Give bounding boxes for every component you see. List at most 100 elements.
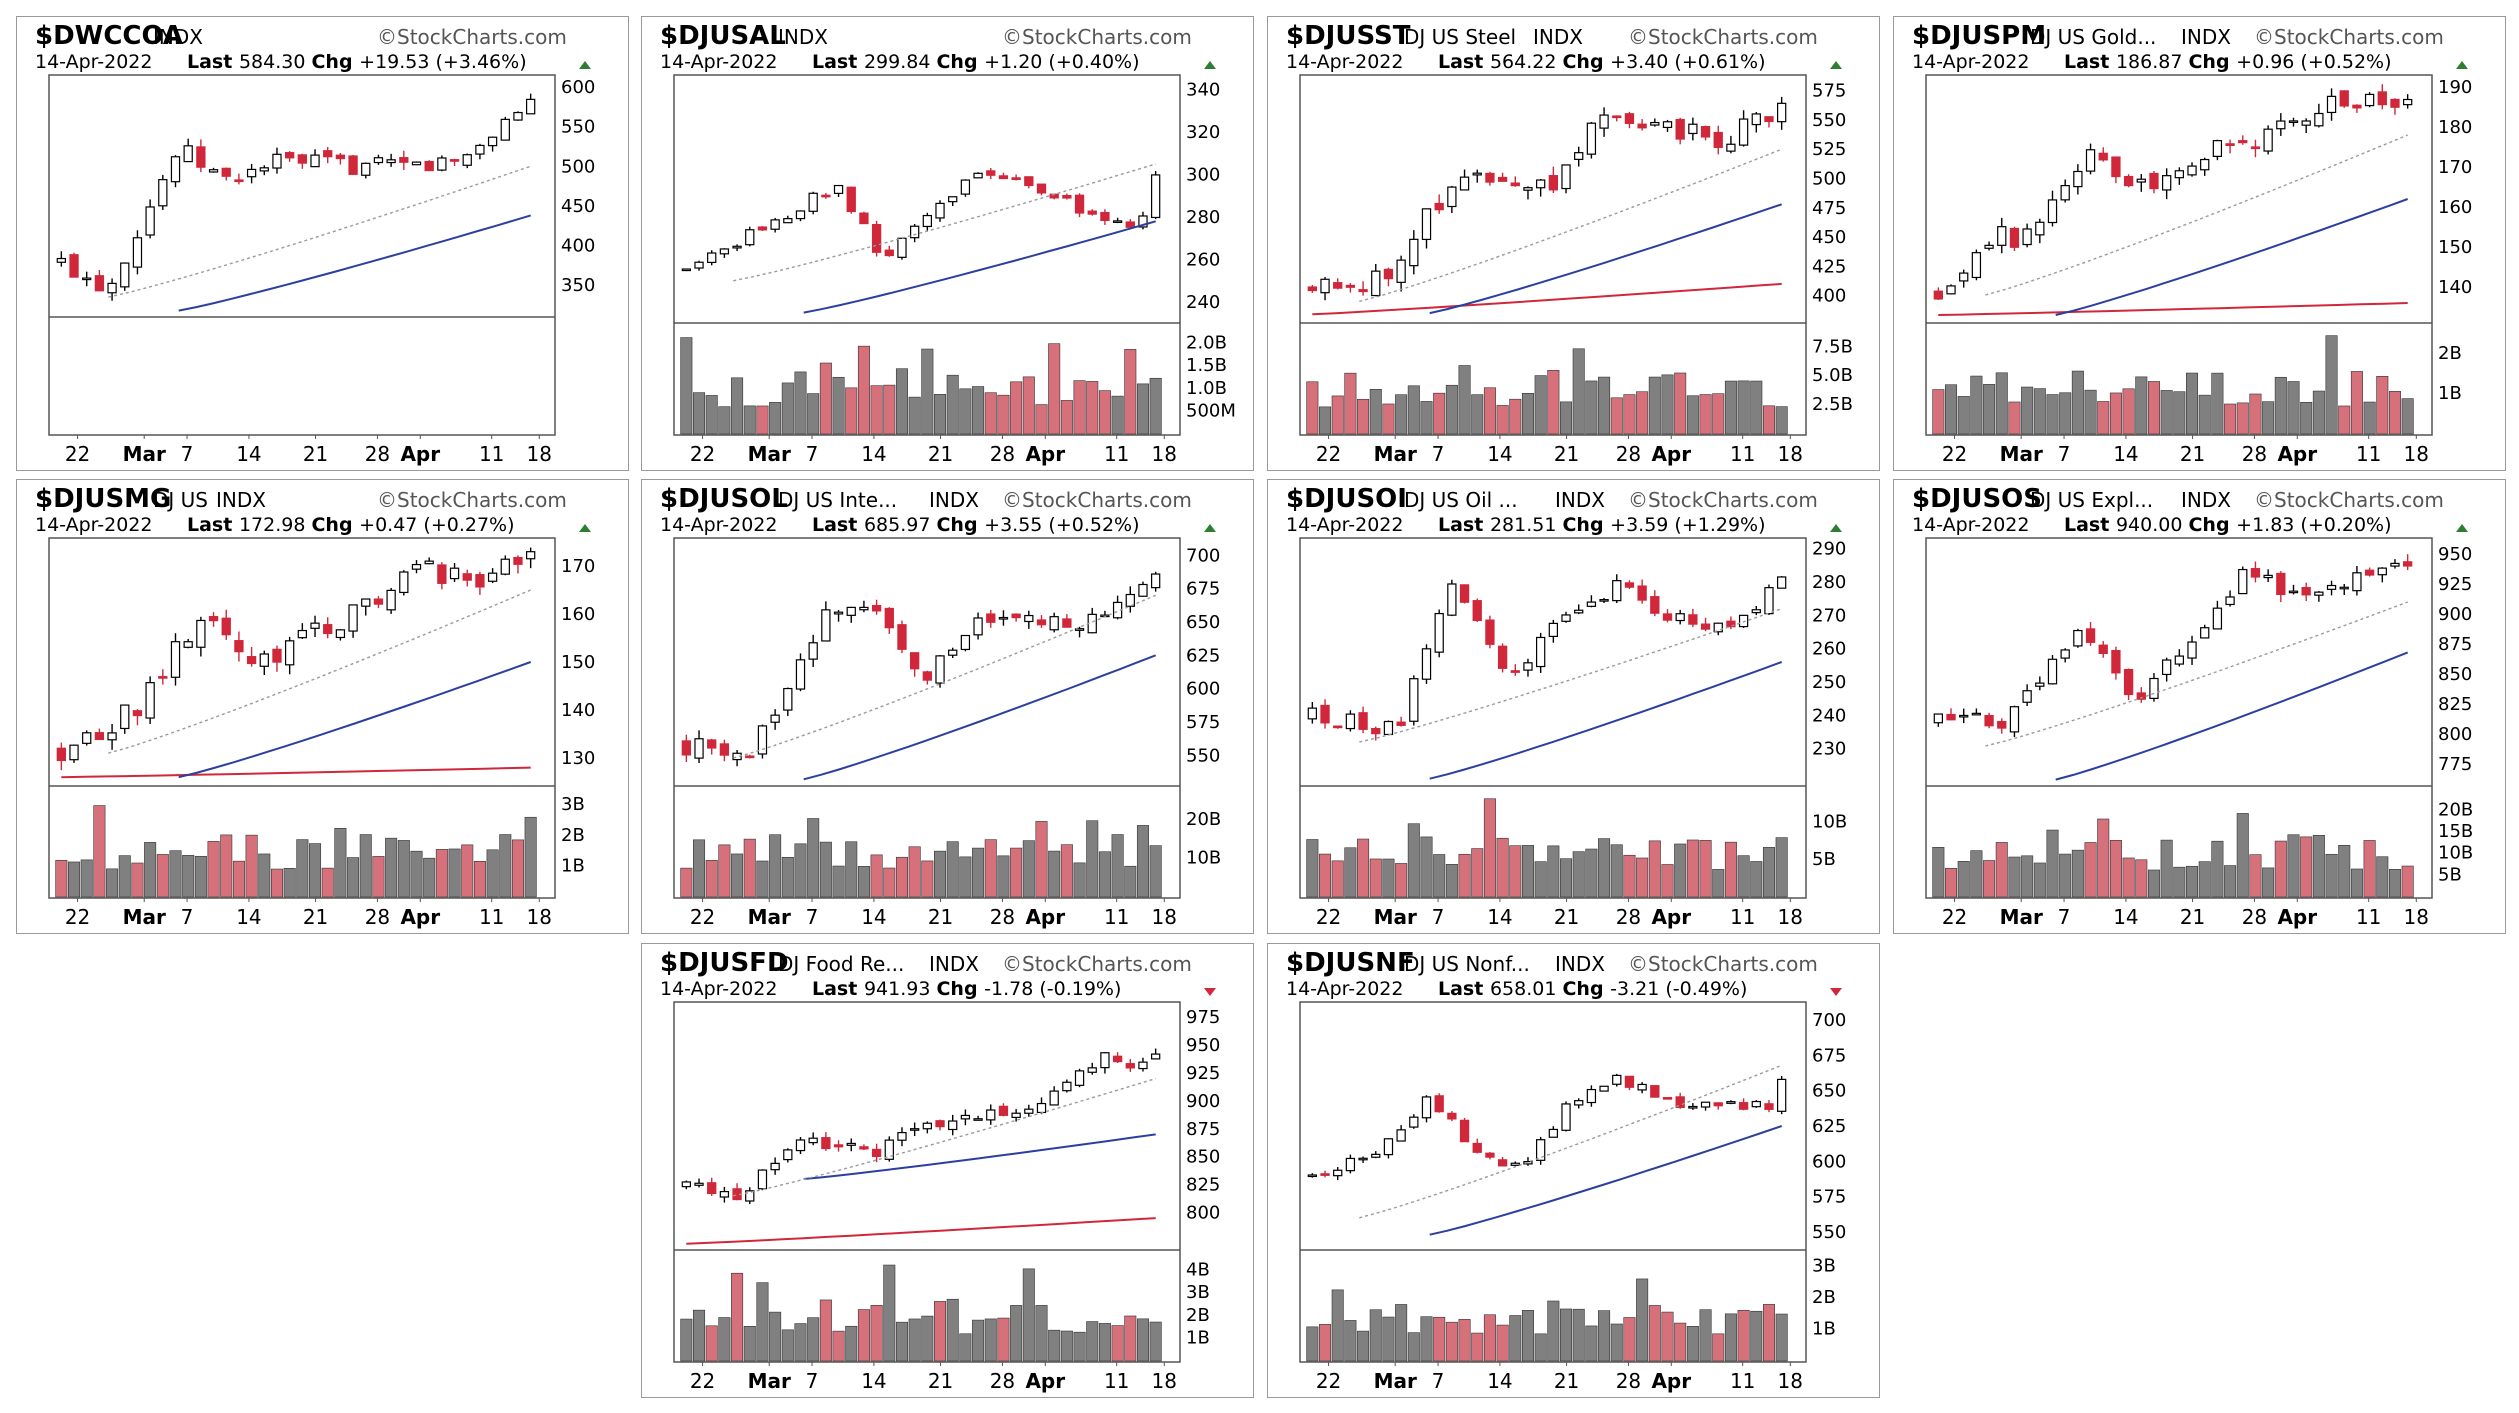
volume-bar xyxy=(2363,401,2376,435)
price-tick-label: 550 xyxy=(1812,1222,1846,1243)
x-tick-label: 21 xyxy=(928,1369,953,1393)
x-tick-label: 14 xyxy=(861,1369,886,1393)
x-tick-label: Mar xyxy=(2000,905,2043,929)
volume-bar xyxy=(220,834,233,898)
x-tick-label: 21 xyxy=(928,905,953,929)
volume-bar xyxy=(1572,348,1585,435)
candle-body xyxy=(960,179,971,195)
x-tick-label: Mar xyxy=(123,905,166,929)
candle-body xyxy=(1738,1102,1749,1110)
moving-average-mid xyxy=(803,654,1157,781)
candle-body xyxy=(1112,220,1123,223)
volume-bar xyxy=(883,867,896,898)
price-tick-label: 300 xyxy=(1186,165,1220,186)
candle-body xyxy=(859,1146,869,1150)
candle-body xyxy=(909,225,920,239)
volume-bar xyxy=(1623,1317,1636,1362)
volume-tick-label: 3B xyxy=(1812,1255,1836,1276)
volume-bar xyxy=(1124,349,1137,435)
candle-body xyxy=(2123,668,2134,696)
volume-bar xyxy=(1010,847,1023,898)
candle-body xyxy=(399,157,409,163)
candle-body xyxy=(2161,659,2172,676)
candle-body xyxy=(500,118,510,141)
candle-body xyxy=(1409,1116,1419,1128)
candle-body xyxy=(1548,1128,1559,1138)
candle-body xyxy=(973,172,983,179)
candle-body xyxy=(1049,1090,1059,1106)
candle-body xyxy=(94,732,105,741)
candle-body xyxy=(1959,714,1969,718)
candle-body xyxy=(948,1120,958,1131)
candle-body xyxy=(1307,286,1318,292)
volume-bar xyxy=(1509,398,1522,435)
candle-body xyxy=(2085,628,2096,643)
volume-bar xyxy=(1750,380,1763,435)
volume-bar xyxy=(1445,384,1458,435)
candle-body xyxy=(259,653,269,667)
chart-date: 14-Apr-2022 xyxy=(35,514,152,536)
candle-body xyxy=(1062,194,1072,199)
candle-body xyxy=(1358,289,1368,293)
candle-body xyxy=(2073,629,2083,647)
candle-body xyxy=(897,624,907,650)
candle-body xyxy=(183,641,193,648)
candle-body xyxy=(1447,583,1457,616)
candle-body xyxy=(1358,1157,1368,1161)
candle-body xyxy=(2060,184,2070,201)
price-tick-label: 850 xyxy=(1186,1147,1220,1168)
volume-bar xyxy=(908,396,921,435)
candle-body xyxy=(1100,1052,1110,1069)
brand-label: ©StockCharts.com xyxy=(1628,488,1818,512)
chart-date: 14-Apr-2022 xyxy=(660,978,777,1000)
volume-bar xyxy=(1420,401,1433,435)
moving-average-fast xyxy=(1359,608,1782,743)
chart-name: DJ US Gold... xyxy=(2030,25,2156,49)
candle-body xyxy=(1726,620,1736,628)
volume-bar xyxy=(334,827,347,898)
chart-panel: $DJUSMG DJ US INDX ©StockCharts.com 14-Apr-2… xyxy=(16,479,629,934)
candle-body xyxy=(1599,1085,1609,1092)
price-tick-label: 190 xyxy=(2438,77,2472,98)
candle-body xyxy=(170,641,181,678)
candle-body xyxy=(373,157,384,164)
x-tick-label: 22 xyxy=(1316,1369,1341,1393)
volume-bar xyxy=(2325,335,2338,435)
candle-body xyxy=(1650,1085,1660,1098)
volume-bar xyxy=(921,860,934,898)
candle-body xyxy=(310,622,320,629)
x-tick-label: Mar xyxy=(748,442,791,466)
candle-body xyxy=(1548,175,1559,191)
candle-body xyxy=(1624,582,1635,588)
volume-tick-label: 5B xyxy=(2438,864,2462,885)
candle-body xyxy=(1024,1108,1034,1114)
x-tick-label: 22 xyxy=(690,442,715,466)
x-tick-label: Mar xyxy=(1374,1369,1417,1393)
candle-body xyxy=(1997,226,2007,246)
volume-bar xyxy=(1496,405,1509,435)
candle-body xyxy=(145,206,155,236)
candle-body xyxy=(1024,176,1034,187)
volume-bar xyxy=(1407,1332,1420,1362)
volume-bar xyxy=(2236,402,2249,435)
chart-exchange: INDX xyxy=(2181,25,2231,49)
volume-bar xyxy=(1458,1319,1471,1362)
volume-bar xyxy=(1395,1304,1408,1362)
volume-bar xyxy=(1149,845,1162,898)
candle-body xyxy=(449,159,460,162)
volume-bar xyxy=(705,860,718,898)
volume-bar xyxy=(1331,1289,1344,1362)
candle-body xyxy=(2225,596,2235,606)
x-tick-label: Mar xyxy=(123,442,166,466)
volume-bar xyxy=(182,855,195,898)
price-tick-label: 180 xyxy=(2438,117,2472,138)
chart-panel: $DJUSNF DJ US Nonf... INDX ©StockCharts.com… xyxy=(1267,943,1880,1398)
up-arrow-icon xyxy=(2456,524,2468,532)
volume-bar xyxy=(1750,1310,1763,1362)
volume-bar xyxy=(2274,840,2287,898)
candle-body xyxy=(935,655,945,684)
volume-bar xyxy=(1306,381,1319,435)
volume-bar xyxy=(1775,406,1788,435)
x-tick-label: 7 xyxy=(2058,442,2071,466)
volume-bar xyxy=(1086,1321,1099,1362)
